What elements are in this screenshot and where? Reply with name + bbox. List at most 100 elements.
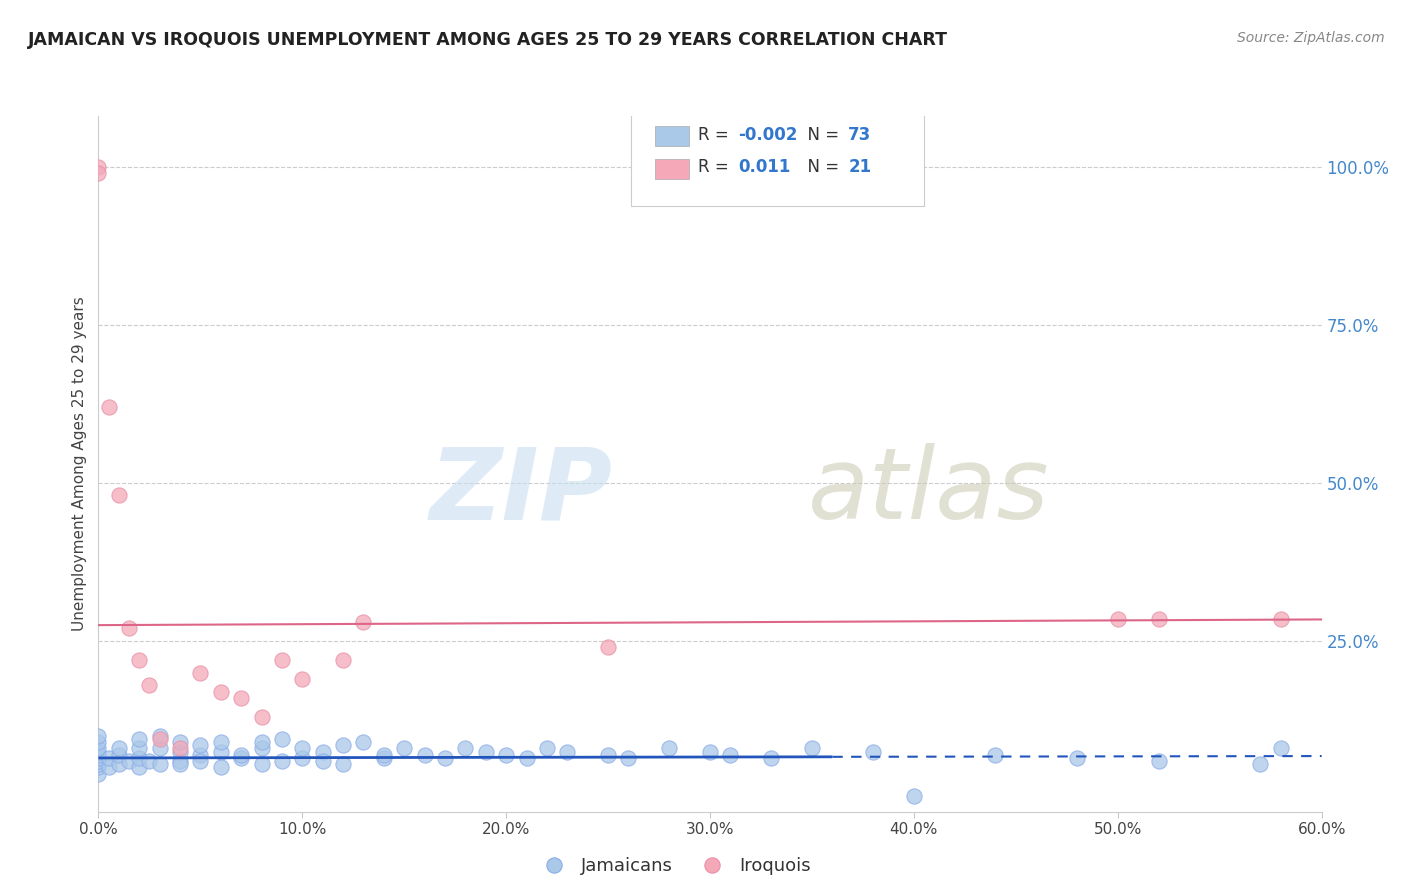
Point [413, 747, 436, 762]
Point [291, 741, 314, 756]
Point [169, 741, 191, 756]
Point [209, 735, 232, 749]
Text: JAMAICAN VS IROQUOIS UNEMPLOYMENT AMONG AGES 25 TO 29 YEARS CORRELATION CHART: JAMAICAN VS IROQUOIS UNEMPLOYMENT AMONG … [28, 31, 948, 49]
Point [87, 729, 110, 743]
FancyBboxPatch shape [655, 159, 689, 178]
Point [617, 751, 640, 765]
Point [352, 615, 374, 629]
Text: atlas: atlas [808, 443, 1049, 541]
Point [188, 739, 212, 753]
Point [658, 741, 681, 756]
Point [801, 741, 824, 756]
Point [169, 757, 191, 772]
Point [536, 741, 558, 756]
Point [984, 747, 1007, 762]
Point [87, 166, 110, 180]
Point [250, 757, 273, 772]
Point [250, 741, 273, 756]
Point [209, 684, 232, 698]
Point [128, 751, 150, 765]
Point [250, 710, 273, 724]
Point [128, 741, 150, 756]
Point [720, 747, 742, 762]
Point [332, 739, 354, 753]
Point [903, 789, 925, 803]
Point [495, 747, 517, 762]
Text: 73: 73 [848, 126, 872, 144]
Point [516, 751, 538, 765]
Point [118, 754, 141, 768]
Point [332, 653, 354, 667]
Point [862, 745, 884, 759]
Text: R =: R = [697, 126, 734, 144]
Point [188, 754, 212, 768]
Point [128, 760, 150, 774]
Point [169, 754, 191, 768]
Text: N =: N = [797, 158, 844, 176]
Point [312, 745, 335, 759]
Point [231, 751, 253, 765]
Point [138, 678, 160, 692]
Point [598, 640, 620, 655]
Text: 21: 21 [848, 158, 872, 176]
Point [291, 672, 314, 686]
FancyBboxPatch shape [655, 127, 689, 146]
Point [118, 621, 141, 635]
Point [108, 757, 131, 772]
Point [373, 751, 395, 765]
Point [392, 741, 416, 756]
Point [138, 754, 160, 768]
Point [1147, 754, 1170, 768]
Point [97, 751, 120, 765]
Text: ZIP: ZIP [429, 443, 612, 541]
Point [312, 754, 335, 768]
Point [87, 751, 110, 765]
Point [97, 760, 120, 774]
Point [1249, 757, 1271, 772]
Point [169, 735, 191, 749]
Point [1270, 612, 1292, 626]
Point [1107, 612, 1129, 626]
Point [761, 751, 783, 765]
Point [454, 741, 477, 756]
Point [87, 760, 110, 774]
Point [128, 731, 150, 746]
Point [149, 757, 172, 772]
Point [188, 747, 212, 762]
Point [87, 754, 110, 768]
Point [270, 653, 294, 667]
Point [352, 735, 374, 749]
Point [87, 757, 110, 772]
Point [87, 160, 110, 174]
Point [434, 751, 457, 765]
FancyBboxPatch shape [630, 112, 924, 206]
Point [557, 745, 579, 759]
Text: -0.002: -0.002 [738, 126, 797, 144]
Point [209, 745, 232, 759]
Point [332, 757, 354, 772]
Point [231, 690, 253, 705]
Legend: Jamaicans, Iroquois: Jamaicans, Iroquois [529, 850, 818, 883]
Point [87, 745, 110, 759]
Text: N =: N = [797, 126, 844, 144]
Point [87, 735, 110, 749]
Point [108, 488, 131, 502]
Point [474, 745, 498, 759]
Point [108, 747, 131, 762]
Point [188, 665, 212, 680]
Point [1066, 751, 1088, 765]
Point [291, 751, 314, 765]
Point [108, 741, 131, 756]
Y-axis label: Unemployment Among Ages 25 to 29 years: Unemployment Among Ages 25 to 29 years [72, 296, 87, 632]
Point [1147, 612, 1170, 626]
Point [149, 729, 172, 743]
Point [231, 747, 253, 762]
Text: Source: ZipAtlas.com: Source: ZipAtlas.com [1237, 31, 1385, 45]
Point [128, 653, 150, 667]
Point [598, 747, 620, 762]
Point [373, 747, 395, 762]
Point [87, 747, 110, 762]
Point [270, 731, 294, 746]
Point [169, 745, 191, 759]
Text: 0.011: 0.011 [738, 158, 790, 176]
